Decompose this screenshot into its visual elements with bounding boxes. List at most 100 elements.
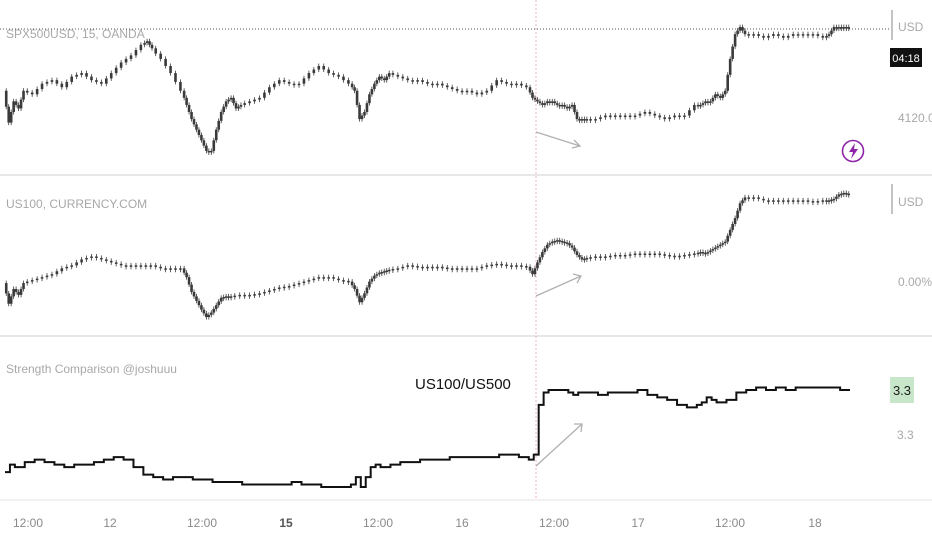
candle-body bbox=[219, 297, 223, 302]
candle-body bbox=[460, 90, 464, 93]
candle-body bbox=[365, 103, 369, 112]
candle-body bbox=[243, 103, 246, 105]
candle-body bbox=[510, 265, 513, 267]
candle-body bbox=[578, 255, 581, 258]
candle-body bbox=[594, 256, 597, 258]
candle-body bbox=[633, 253, 637, 256]
candle-body bbox=[604, 256, 607, 258]
x-tick-label: 15 bbox=[279, 516, 293, 530]
candle-body bbox=[583, 258, 586, 261]
candle-body bbox=[531, 270, 534, 275]
candle-body bbox=[401, 266, 405, 269]
candle-body bbox=[604, 115, 607, 118]
candle-body bbox=[192, 291, 196, 297]
candle-body bbox=[436, 266, 439, 269]
candle-body bbox=[613, 255, 617, 257]
candle-body bbox=[568, 106, 571, 109]
candle-body bbox=[678, 255, 681, 258]
candle-body bbox=[85, 73, 88, 77]
candle-body bbox=[169, 66, 172, 74]
candle-body bbox=[222, 106, 225, 112]
arrow-drawing-pane1 bbox=[535, 131, 582, 149]
axis-label-strength: 3.3 bbox=[897, 428, 914, 442]
candle-body bbox=[490, 85, 494, 91]
candle-body bbox=[60, 83, 64, 88]
candle-body bbox=[830, 199, 833, 202]
candle-body bbox=[385, 270, 389, 273]
time-axis: 12:00 12 12:00 15 12:00 16 12:00 17 12:0… bbox=[13, 516, 822, 530]
candle-body bbox=[741, 200, 744, 204]
candle-body bbox=[227, 99, 230, 102]
candle-body bbox=[441, 83, 444, 86]
candle-body bbox=[711, 97, 715, 102]
candle-body bbox=[50, 80, 54, 82]
candle-body bbox=[741, 27, 744, 31]
candle-body bbox=[558, 240, 561, 242]
candle-body bbox=[618, 115, 622, 118]
candle-body bbox=[239, 104, 243, 107]
candle-body bbox=[406, 265, 410, 267]
candle-body bbox=[227, 296, 230, 298]
candle-body bbox=[179, 268, 182, 270]
candle-body bbox=[200, 305, 203, 310]
candle-body bbox=[840, 193, 843, 196]
candle-body bbox=[85, 257, 88, 260]
candle-body bbox=[375, 274, 379, 276]
candle-body bbox=[495, 80, 498, 86]
candle-body bbox=[548, 101, 552, 103]
candle-body bbox=[673, 255, 676, 258]
candle-body bbox=[475, 92, 479, 95]
candle-body bbox=[668, 117, 671, 120]
candle-body bbox=[573, 247, 576, 252]
candle-body bbox=[531, 92, 534, 98]
candle-body bbox=[411, 265, 414, 267]
candle-body bbox=[350, 83, 354, 88]
candle-body bbox=[709, 250, 712, 253]
candle-body bbox=[363, 112, 366, 116]
candle-body bbox=[232, 97, 235, 104]
candle-body bbox=[80, 259, 83, 263]
candle-body bbox=[678, 115, 681, 118]
candle-body bbox=[762, 35, 765, 38]
candle-body bbox=[431, 266, 434, 269]
candle-body bbox=[786, 200, 790, 202]
candle-body bbox=[721, 94, 725, 98]
candle-body bbox=[148, 41, 151, 45]
candle-body bbox=[718, 244, 722, 247]
candle-body bbox=[781, 35, 785, 38]
candle-body bbox=[90, 76, 93, 81]
candle-body bbox=[791, 200, 795, 202]
candle-body bbox=[663, 254, 666, 256]
candle-body bbox=[426, 81, 429, 84]
candle-body bbox=[752, 197, 755, 199]
candle-body bbox=[699, 252, 702, 254]
candle-body bbox=[80, 73, 83, 75]
candle-body bbox=[633, 115, 637, 118]
candle-body bbox=[411, 80, 414, 82]
candle-body bbox=[628, 254, 632, 256]
candle-body bbox=[114, 262, 118, 264]
candle-body bbox=[55, 80, 59, 84]
candle-body bbox=[704, 252, 707, 255]
candle-body bbox=[205, 145, 208, 151]
candle-body bbox=[842, 192, 846, 195]
candle-body bbox=[832, 198, 836, 201]
candle-body bbox=[187, 277, 191, 285]
candle-body bbox=[202, 140, 206, 146]
candle-body bbox=[563, 104, 566, 107]
candle-body bbox=[144, 265, 148, 267]
candle-body bbox=[599, 117, 602, 120]
lightning-icon[interactable] bbox=[841, 139, 865, 163]
candle-body bbox=[470, 90, 474, 93]
candle-body bbox=[585, 119, 589, 121]
candle-body bbox=[536, 262, 539, 269]
candle-body bbox=[378, 272, 381, 275]
candle-body bbox=[445, 267, 449, 270]
candle-body bbox=[19, 99, 23, 109]
candle-body bbox=[772, 200, 775, 202]
candle-body bbox=[12, 288, 15, 297]
candle-body bbox=[538, 101, 542, 104]
candle-body bbox=[332, 73, 335, 75]
candle-body bbox=[219, 112, 223, 121]
candle-body bbox=[307, 73, 311, 79]
